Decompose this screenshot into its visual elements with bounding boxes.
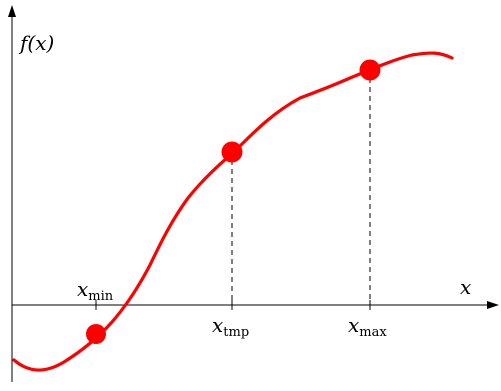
label-x-tmp-base: x <box>212 313 223 337</box>
label-x-max: xmax <box>348 313 387 340</box>
point-max <box>359 59 381 81</box>
point-tmp <box>221 141 243 163</box>
y-axis-label: f(x) <box>18 31 54 55</box>
label-x-min-sub: min <box>88 289 113 304</box>
label-x-min-base: x <box>77 277 88 301</box>
x-axis-arrow-icon <box>487 301 499 309</box>
label-x-tmp: xtmp <box>212 313 249 340</box>
y-axis-arrow-icon <box>8 5 16 17</box>
label-x-tmp-sub: tmp <box>223 325 249 340</box>
function-curve <box>12 51 454 372</box>
x-axis-label: x <box>460 275 471 299</box>
label-x-max-base: x <box>348 313 359 337</box>
label-x-max-sub: max <box>359 325 387 340</box>
label-x-min: xmin <box>77 277 114 304</box>
point-min <box>86 324 106 344</box>
